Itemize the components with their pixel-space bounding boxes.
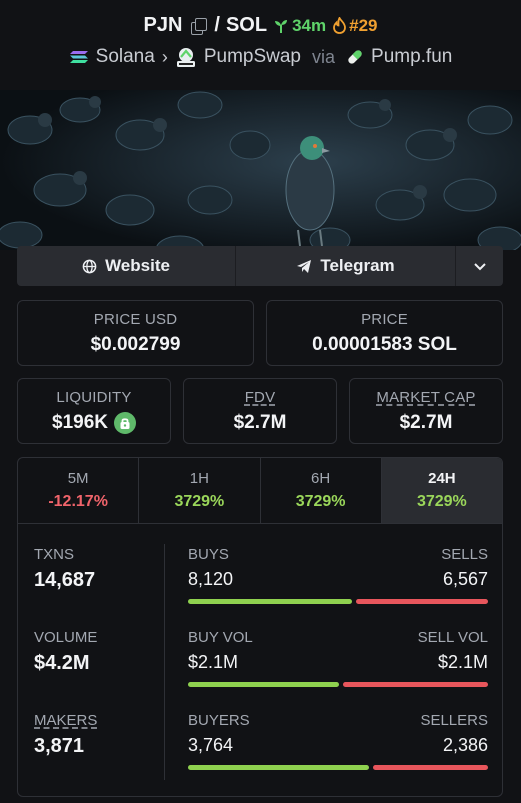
token-banner-image [0,90,521,250]
sell-vol-label: SELL VOL [417,629,488,646]
tab-change: -12.17% [48,493,108,510]
buy-vol-bar-segment [188,682,339,687]
sell-vol-value: $2.1M [437,652,488,672]
txns-value: 14,687 [34,569,96,591]
lock-icon[interactable] [114,411,136,434]
makers-value: 3,871 [34,735,85,757]
pair-header: PJN / SOL 34m #29 [0,0,521,88]
token-symbol: PJN [143,14,183,36]
price-usd-card: PRICE USD $0.002799 [17,300,254,366]
market-cap-value: $2.7M [399,411,453,433]
sellers-bar-segment [373,765,488,770]
buy-vol-label: BUY VOL [188,629,253,646]
via-text: via [312,46,336,67]
buys-sells-stat: BUYS SELLS 8,120 6,567 [188,546,488,604]
market-cap-label[interactable]: MARKET CAP [376,388,476,406]
timeframe-tabs: 5M -12.17% 1H 3729% 6H 3729% 24H 3729% [18,458,502,524]
market-cap-card: MARKET CAP $2.7M [349,378,503,444]
social-links-bar: Website Telegram [17,246,503,286]
tab-label: 5M [67,470,89,487]
makers-label[interactable]: MAKERS [34,712,98,729]
dex-link[interactable]: PumpSwap [203,46,301,67]
txns-label: TXNS [34,546,75,563]
buyvol-sellvol-stat: BUY VOL SELL VOL $2.1M $2.1M [188,629,488,687]
txns-stat: TXNS 14,687 [34,546,95,592]
telegram-button[interactable]: Telegram [236,246,456,286]
launchpad-link[interactable]: Pump.fun [371,46,453,67]
liquidity-card: LIQUIDITY $196K [17,378,171,444]
buyers-label: BUYERS [188,712,250,729]
website-label: Website [105,256,170,275]
pair-age: 34m [273,16,326,36]
tab-6h[interactable]: 6H 3729% [261,458,382,523]
flame-icon [333,17,347,34]
buys-bar-segment [188,599,352,604]
rank-value: #29 [349,15,378,35]
chevron-right-icon: › [161,46,168,67]
price-native-card: PRICE 0.00001583 SOL [266,300,503,366]
pair-title-row: PJN / SOL 34m #29 [0,14,521,37]
sells-bar-segment [355,599,488,604]
fdv-card: FDV $2.7M [183,378,337,444]
sellers-label: SELLERS [420,712,488,729]
volume-value: $4.2M [34,652,90,674]
trending-rank: #29 [332,15,378,36]
trading-stats-panel: 5M -12.17% 1H 3729% 6H 3729% 24H 3729% T… [17,457,503,797]
globe-icon [82,259,97,273]
stats-divider [164,544,165,780]
sellers-value: 2,386 [442,735,488,755]
sells-label: SELLS [441,546,488,563]
buys-sells-ratio-bar [188,599,488,604]
copy-icon[interactable] [190,17,208,35]
buyers-bar-segment [188,765,370,770]
price-usd-label: PRICE USD [93,310,178,328]
sprout-icon [275,19,288,33]
buyers-value: 3,764 [188,735,234,755]
volume-ratio-bar [188,682,488,687]
price-native-value: 0.00001583 SOL [312,333,457,355]
buyers-ratio-bar [188,765,488,770]
buy-vol-value: $2.1M [188,652,239,672]
makers-stat: MAKERS 3,871 [34,712,97,758]
telegram-label: Telegram [320,256,395,275]
volume-label: VOLUME [34,629,98,646]
chevron-down-icon [473,262,486,270]
liquidity-label: LIQUIDITY [56,388,132,406]
buys-label: BUYS [188,546,229,563]
tab-change: 3729% [295,493,346,510]
buyers-sellers-stat: BUYERS SELLERS 3,764 2,386 [188,712,488,770]
more-links-button[interactable] [456,246,503,286]
tab-label: 6H [311,470,331,487]
pigeons-illustration [0,90,521,250]
tab-1h[interactable]: 1H 3729% [139,458,261,523]
price-usd-value: $0.002799 [90,333,181,355]
tab-label: 24H [428,470,456,487]
solana-icon [69,51,88,63]
sell-vol-bar-segment [342,682,488,687]
volume-stat: VOLUME $4.2M [34,629,97,675]
tab-change: 3729% [416,493,467,510]
quote-symbol: SOL [225,14,268,36]
pair-route-row: Solana › PumpSwap via Pump.fun [0,46,521,68]
fdv-label[interactable]: FDV [244,388,276,406]
website-button[interactable]: Website [17,246,236,286]
sells-value: 6,567 [442,569,488,589]
fdv-value: $2.7M [233,411,287,433]
buys-value: 8,120 [188,569,234,589]
age-value: 34m [292,15,327,35]
tab-change: 3729% [174,493,225,510]
price-native-label: PRICE [361,310,408,328]
liquidity-value: $196K [52,411,108,433]
telegram-icon [297,259,312,273]
tab-5m[interactable]: 5M -12.17% [18,458,140,523]
chain-link[interactable]: Solana [95,46,155,67]
tab-label: 1H [189,470,209,487]
liquidity-row: $196K [52,411,136,434]
pill-icon [348,50,362,64]
pair-separator: / [214,14,220,36]
pumpswap-icon [176,48,195,67]
tab-24h[interactable]: 24H 3729% [381,458,502,523]
